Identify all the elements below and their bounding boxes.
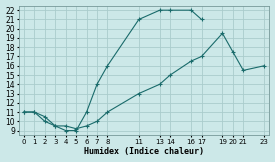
X-axis label: Humidex (Indice chaleur): Humidex (Indice chaleur) — [84, 147, 204, 156]
